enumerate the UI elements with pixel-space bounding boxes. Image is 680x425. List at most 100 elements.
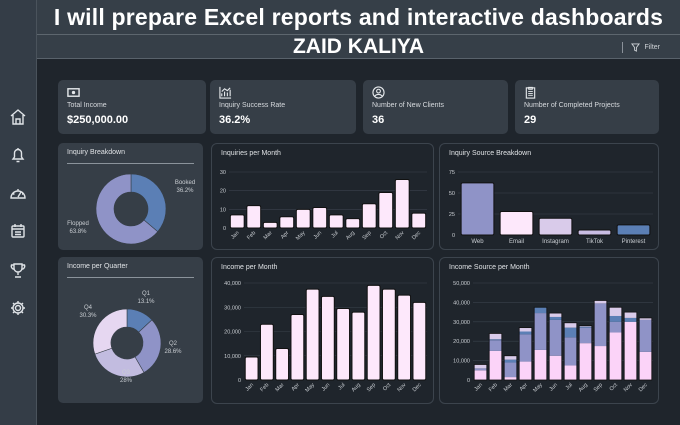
bar-outline [548, 312, 563, 381]
kpi-value: 29 [524, 114, 537, 126]
stacked-bar-segment [534, 349, 547, 380]
y-tick-label: 40,000 [453, 300, 470, 306]
bar-may [305, 288, 320, 381]
panel-title: Income per Quarter [67, 263, 128, 270]
x-tick-label: TikTok [586, 239, 604, 245]
x-tick-label: Jun [313, 230, 324, 241]
kpi-label: Total Income [67, 102, 107, 109]
home-icon[interactable] [9, 108, 27, 126]
calendar-icon[interactable] [9, 222, 27, 240]
stacked-bar-segment [489, 340, 502, 351]
kpi-new-clients: Number of New Clients 36 [363, 80, 508, 134]
stacked-bar-segment [609, 321, 622, 333]
panel-title: Inquiry Breakdown [67, 149, 125, 156]
x-tick-label: Pinterest [622, 239, 646, 245]
dashboard-gauge-icon[interactable] [9, 184, 27, 202]
stacked-bar-segment [594, 303, 607, 347]
x-tick-label: Sep [366, 382, 377, 393]
stacked-bar-segment [639, 317, 652, 320]
bar-sep [366, 284, 381, 381]
bell-icon[interactable] [9, 146, 27, 164]
filter-label: Filter [644, 44, 660, 51]
filter-button[interactable]: Filter [622, 42, 660, 53]
bar-outline [608, 306, 623, 381]
pie-slice-flopped [95, 173, 159, 245]
x-tick-label: May [304, 382, 316, 394]
slice-label: Q4 [84, 305, 93, 311]
pie-slice-booked [130, 173, 167, 233]
x-tick-label: Nov [395, 230, 406, 241]
bar-mar [275, 347, 290, 381]
inquiries-per-month-chart: 0 10 20 30 Jan Feb Mar Apr May Jun Jul Aug Sep Oct Nov… [220, 170, 427, 242]
bar-aug [351, 311, 366, 381]
author-name: ZAID KALIYA [292, 35, 425, 58]
x-tick-label: Apr [519, 382, 529, 392]
bar-outline [503, 355, 518, 381]
bar-oct [381, 288, 396, 381]
divider [67, 163, 194, 164]
trophy-icon[interactable] [9, 261, 27, 279]
bar-may [295, 208, 311, 229]
stacked-bar-segment [474, 368, 487, 371]
bar-nov [397, 294, 412, 381]
x-tick-label: Feb [246, 230, 257, 241]
x-tick-label: Mar [275, 382, 286, 393]
income-per-month-chart: 0 10,000 20,000 30,000 40,000 Jan Feb Mar Apr May… [224, 281, 427, 394]
bar-mar [262, 221, 278, 229]
x-tick-label: Email [509, 239, 524, 245]
bar-aug [345, 218, 361, 229]
bar-pinterest [616, 224, 651, 236]
slice-value-label: 30.3% [79, 313, 97, 319]
bar-outline [518, 327, 533, 381]
stacked-bar-segment [534, 313, 547, 350]
bar-outline [473, 364, 488, 381]
y-tick-label: 75 [449, 170, 455, 176]
y-tick-label: 0 [467, 378, 470, 384]
stacked-bar-segment [549, 313, 562, 317]
stacked-bar-segment [624, 321, 637, 380]
x-tick-label: Jan [473, 382, 484, 393]
slice-label: Q3 [122, 370, 131, 376]
panel-title: Inquiry Source Breakdown [449, 150, 532, 157]
inquiry-source-chart: 0 25 50 75 Web Email Instagram TikTok Pinterest [449, 170, 653, 245]
bar-nov [394, 178, 410, 229]
pie-slice-q4 [92, 308, 128, 355]
divider [622, 42, 624, 53]
stacked-bar-segment [579, 343, 592, 380]
y-tick-label: 50,000 [453, 281, 470, 287]
x-tick-label: Web [471, 239, 484, 245]
x-tick-label: May [532, 382, 544, 394]
bar-tiktok [577, 229, 612, 236]
stacked-bar-segment [579, 325, 592, 327]
x-tick-label: Aug [578, 382, 589, 393]
slice-value-label: 28% [120, 378, 133, 384]
panel-title: Inquiries per Month [221, 150, 281, 157]
x-tick-label: Aug [345, 230, 356, 241]
y-tick-label: 20 [220, 189, 226, 195]
bar-email [499, 210, 534, 236]
y-tick-label: 20,000 [453, 339, 470, 345]
divider [67, 277, 194, 278]
x-tick-label: Mar [263, 230, 274, 241]
kpi-label: Number of Completed Projects [524, 102, 620, 109]
stacked-bar-segment [504, 377, 517, 380]
stacked-bar-segment [504, 359, 517, 363]
pie-slice-q3 [94, 347, 145, 378]
bar-outline [533, 306, 548, 381]
stacked-bar-segment [489, 333, 502, 340]
x-tick-label: Jul [565, 382, 574, 391]
x-tick-label: Dec [638, 382, 649, 393]
stacked-bar-segment [579, 327, 592, 344]
panel-title: Income Source per Month [449, 264, 530, 271]
settings-gear-icon[interactable] [9, 299, 27, 317]
bar-outline [578, 325, 593, 381]
x-tick-label: Nov [396, 382, 407, 393]
user-circle-icon [372, 86, 385, 99]
y-tick-label: 30,000 [224, 305, 241, 311]
slice-label: Q2 [169, 341, 178, 347]
stacked-bar-segment [609, 307, 622, 316]
x-tick-label: Aug [351, 382, 362, 393]
x-tick-label: Mar [503, 382, 514, 393]
sidebar [0, 0, 37, 425]
stacked-bar-segment [594, 346, 607, 380]
